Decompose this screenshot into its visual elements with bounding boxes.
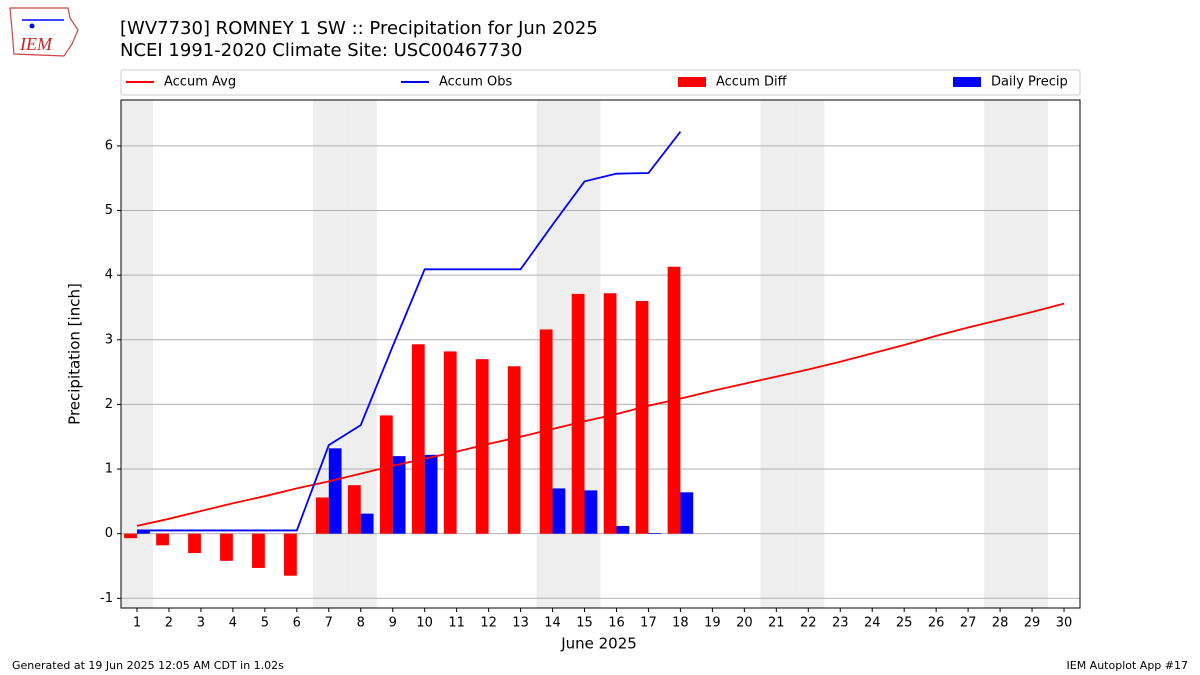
legend-label: Daily Precip xyxy=(991,75,1068,90)
bar xyxy=(603,293,617,534)
bar xyxy=(392,456,406,534)
x-tick-label: 18 xyxy=(672,616,689,631)
legend-label: Accum Diff xyxy=(716,75,788,90)
bar xyxy=(136,530,150,534)
y-axis-label: Precipitation [inch] xyxy=(66,283,84,425)
x-tick-label: 28 xyxy=(992,616,1009,631)
x-tick-label: 1 xyxy=(133,616,141,631)
x-tick-label: 29 xyxy=(1024,616,1041,631)
x-axis-label: June 2025 xyxy=(560,635,637,653)
x-tick-label: 25 xyxy=(896,616,913,631)
plot-frame xyxy=(120,99,1081,609)
x-tick-label: 22 xyxy=(800,616,817,631)
legend-swatch xyxy=(678,77,706,87)
logo: IEM xyxy=(9,7,79,57)
bar xyxy=(328,448,342,534)
logo-text: IEM xyxy=(19,34,53,54)
x-tick-label: 16 xyxy=(608,616,625,631)
bar xyxy=(379,415,393,534)
bar xyxy=(220,533,233,561)
x-tick-label: 30 xyxy=(1056,616,1073,631)
bar xyxy=(252,533,265,568)
footer-left: Generated at 19 Jun 2025 12:05 AM CDT in… xyxy=(12,659,284,672)
x-tick-label: 17 xyxy=(640,616,657,631)
line xyxy=(136,302,1065,527)
bar xyxy=(360,513,374,534)
x-tick-label: 21 xyxy=(768,616,785,631)
x-tick-label: 4 xyxy=(229,616,237,631)
bar xyxy=(539,329,553,534)
x-tick-label: 12 xyxy=(480,616,497,631)
x-tick-label: 2 xyxy=(165,616,173,631)
bar xyxy=(507,366,521,534)
x-tick-label: 27 xyxy=(960,616,977,631)
bar xyxy=(475,359,489,534)
y-tick-label: 3 xyxy=(105,332,113,347)
x-tick-label: 3 xyxy=(197,616,205,631)
bar xyxy=(315,497,329,534)
x-tick-label: 20 xyxy=(736,616,753,631)
bar xyxy=(188,533,201,554)
x-tick-label: 13 xyxy=(512,616,529,631)
legend-box xyxy=(120,69,1081,96)
footer-right: IEM Autoplot App #17 xyxy=(1067,659,1189,672)
weekend-shade xyxy=(984,100,1017,608)
x-tick-label: 6 xyxy=(293,616,301,631)
chart-subtitle: NCEI 1991-2020 Climate Site: USC00467730 xyxy=(120,40,522,61)
x-tick-label: 7 xyxy=(325,616,333,631)
bar xyxy=(584,490,598,534)
y-tick-label: 6 xyxy=(105,138,113,153)
y-tick-label: 5 xyxy=(105,203,113,218)
plot-area xyxy=(121,100,1080,608)
y-tick-label: 2 xyxy=(105,397,113,412)
bar xyxy=(347,485,361,534)
bar xyxy=(680,492,694,534)
bar xyxy=(156,533,169,546)
legend-label: Accum Obs xyxy=(439,75,512,90)
x-tick-label: 14 xyxy=(544,616,561,631)
x-tick-label: 26 xyxy=(928,616,945,631)
x-tick-label: 24 xyxy=(864,616,881,631)
bar xyxy=(648,533,662,534)
y-tick-label: -1 xyxy=(100,591,113,606)
x-tick-label: 23 xyxy=(832,616,849,631)
bar xyxy=(284,533,297,576)
x-tick-label: 19 xyxy=(704,616,721,631)
x-tick-label: 9 xyxy=(389,616,397,631)
bar xyxy=(443,351,457,534)
y-tick-label: 1 xyxy=(105,462,113,477)
bar xyxy=(635,301,649,534)
line xyxy=(136,131,682,532)
bar xyxy=(124,533,137,539)
legend-swatch xyxy=(953,77,981,87)
chart-title: [WV7730] ROMNEY 1 SW :: Precipitation fo… xyxy=(120,18,598,39)
x-tick-label: 15 xyxy=(576,616,593,631)
weekend-shade xyxy=(760,100,793,608)
legend-label: Accum Avg xyxy=(164,75,236,90)
weekend-shade xyxy=(792,100,825,608)
x-tick-label: 5 xyxy=(261,616,269,631)
bar xyxy=(424,454,438,534)
y-tick-label: 0 xyxy=(105,526,113,541)
weekend-shade xyxy=(1016,100,1049,608)
x-tick-label: 8 xyxy=(357,616,365,631)
x-tick-label: 10 xyxy=(416,616,433,631)
bar xyxy=(411,344,425,534)
y-tick-label: 4 xyxy=(105,268,113,283)
bar xyxy=(552,488,566,534)
logo-dot xyxy=(29,23,35,29)
x-tick-label: 11 xyxy=(448,616,465,631)
bar xyxy=(616,525,630,534)
bar xyxy=(571,293,585,534)
